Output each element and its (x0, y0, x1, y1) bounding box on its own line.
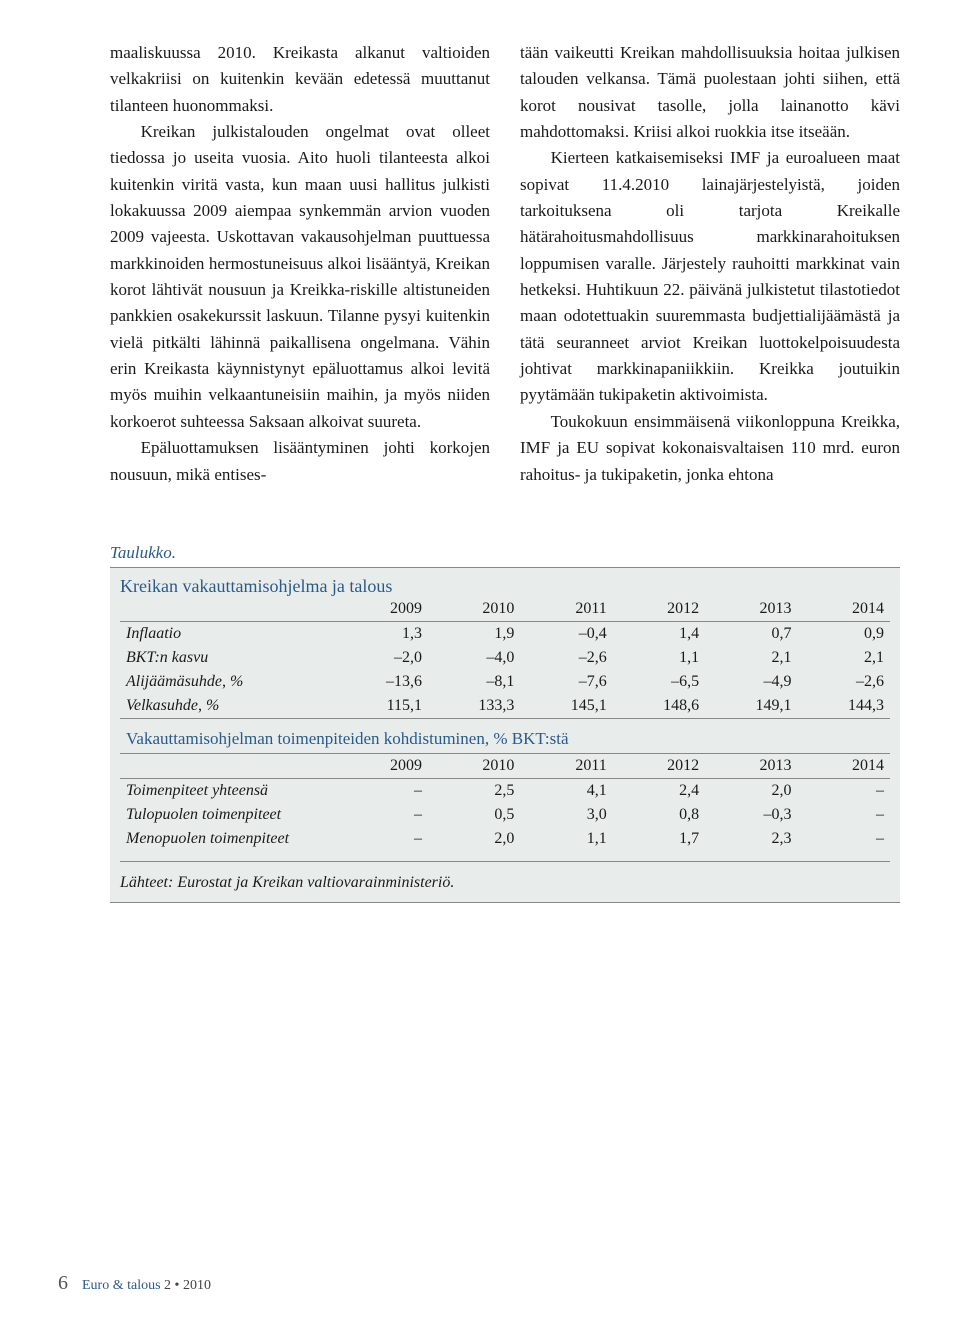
table-body-1: Inflaatio1,31,9–0,41,40,70,9BKT:n kasvu–… (120, 621, 890, 718)
table-label: Taulukko. (110, 543, 900, 563)
table-subheading: Vakauttamisohjelman toimenpiteiden kohdi… (120, 718, 890, 753)
table-row: Menopuolen toimenpiteet–2,01,11,72,3– (120, 827, 890, 851)
cell: –8,1 (428, 670, 520, 694)
cell: –7,6 (520, 670, 612, 694)
cell: – (798, 827, 890, 851)
cell: –4,9 (705, 670, 797, 694)
cell: –6,5 (613, 670, 705, 694)
cell: – (336, 778, 428, 803)
cell: 149,1 (705, 694, 797, 719)
col-year: 2011 (520, 753, 612, 778)
row-label: Alijäämäsuhde, % (120, 670, 336, 694)
body-columns: maaliskuussa 2010. Kreikasta alkanut val… (110, 40, 900, 488)
cell: 1,4 (613, 621, 705, 646)
cell: 2,1 (705, 646, 797, 670)
cell: – (336, 803, 428, 827)
page-number: 6 (58, 1272, 68, 1295)
para: Epäluottamuksen lisääntyminen johti kork… (110, 435, 490, 488)
cell: –2,6 (520, 646, 612, 670)
table-row: Inflaatio1,31,9–0,41,40,70,9 (120, 621, 890, 646)
table-container: Kreikan vakauttamisohjelma ja talous 200… (110, 567, 900, 903)
cell: 2,4 (613, 778, 705, 803)
col-year: 2013 (705, 753, 797, 778)
col-year: 2014 (798, 597, 890, 622)
cell: 1,1 (520, 827, 612, 851)
page: maaliskuussa 2010. Kreikasta alkanut val… (0, 0, 960, 1323)
cell: –0,3 (705, 803, 797, 827)
page-footer: 6 Euro & talous 2 • 2010 (58, 1272, 211, 1295)
para: Toukokuun ensimmäisenä viikonloppuna Kre… (520, 409, 900, 488)
table-subheading-row: Vakauttamisohjelman toimenpiteiden kohdi… (120, 718, 890, 753)
cell: 1,3 (336, 621, 428, 646)
issue: 2 • 2010 (164, 1278, 211, 1293)
col-year: 2009 (336, 753, 428, 778)
cell: 1,7 (613, 827, 705, 851)
cell: –4,0 (428, 646, 520, 670)
row-label: Inflaatio (120, 621, 336, 646)
cell: 0,9 (798, 621, 890, 646)
table-row: Alijäämäsuhde, %–13,6–8,1–7,6–6,5–4,9–2,… (120, 670, 890, 694)
table-row: BKT:n kasvu–2,0–4,0–2,61,12,12,1 (120, 646, 890, 670)
col-year: 2012 (613, 597, 705, 622)
table-row: Velkasuhde, %115,1133,3145,1148,6149,114… (120, 694, 890, 719)
table-row: Tulopuolen toimenpiteet–0,53,00,8–0,3– (120, 803, 890, 827)
cell: 148,6 (613, 694, 705, 719)
table-source: Lähteet: Eurostat ja Kreikan valtiovarai… (120, 861, 890, 892)
cell: 0,8 (613, 803, 705, 827)
col-year: 2010 (428, 753, 520, 778)
cell: –2,0 (336, 646, 428, 670)
table-title: Kreikan vakauttamisohjelma ja talous (120, 576, 890, 597)
column-right: tään vaikeutti Kreikan mahdollisuuksia h… (520, 40, 900, 488)
para: maaliskuussa 2010. Kreikasta alkanut val… (110, 40, 490, 119)
cell: – (798, 778, 890, 803)
cell: –13,6 (336, 670, 428, 694)
column-left: maaliskuussa 2010. Kreikasta alkanut val… (110, 40, 490, 488)
cell: –0,4 (520, 621, 612, 646)
col-year: 2011 (520, 597, 612, 622)
cell: – (336, 827, 428, 851)
table-body-2: Toimenpiteet yhteensä–2,54,12,42,0–Tulop… (120, 778, 890, 851)
cell: – (798, 803, 890, 827)
col-year: 2012 (613, 753, 705, 778)
cell: 3,0 (520, 803, 612, 827)
cell: 2,5 (428, 778, 520, 803)
table-header-row: 2009 2010 2011 2012 2013 2014 (120, 597, 890, 622)
cell: 2,3 (705, 827, 797, 851)
para: Kierteen katkaisemiseksi IMF ja euroalue… (520, 145, 900, 408)
col-year: 2013 (705, 597, 797, 622)
row-label: Menopuolen toimenpiteet (120, 827, 336, 851)
col-year: 2010 (428, 597, 520, 622)
row-label: Velkasuhde, % (120, 694, 336, 719)
cell: 145,1 (520, 694, 612, 719)
row-label: BKT:n kasvu (120, 646, 336, 670)
cell: 115,1 (336, 694, 428, 719)
row-label: Toimenpiteet yhteensä (120, 778, 336, 803)
cell: –2,6 (798, 670, 890, 694)
cell: 133,3 (428, 694, 520, 719)
para: Kreikan julkistalouden ongelmat ovat oll… (110, 119, 490, 435)
cell: 2,0 (428, 827, 520, 851)
cell: 1,9 (428, 621, 520, 646)
data-table: 2009 2010 2011 2012 2013 2014 Inflaatio1… (120, 597, 890, 851)
col-year: 2014 (798, 753, 890, 778)
publication-name: Euro & talous (82, 1278, 161, 1293)
cell: 2,1 (798, 646, 890, 670)
cell: 1,1 (613, 646, 705, 670)
cell: 0,5 (428, 803, 520, 827)
para: tään vaikeutti Kreikan mahdollisuuksia h… (520, 40, 900, 145)
cell: 4,1 (520, 778, 612, 803)
col-year: 2009 (336, 597, 428, 622)
row-label: Tulopuolen toimenpiteet (120, 803, 336, 827)
cell: 2,0 (705, 778, 797, 803)
table-header-row-2: 2009 2010 2011 2012 2013 2014 (120, 753, 890, 778)
cell: 0,7 (705, 621, 797, 646)
cell: 144,3 (798, 694, 890, 719)
table-row: Toimenpiteet yhteensä–2,54,12,42,0– (120, 778, 890, 803)
